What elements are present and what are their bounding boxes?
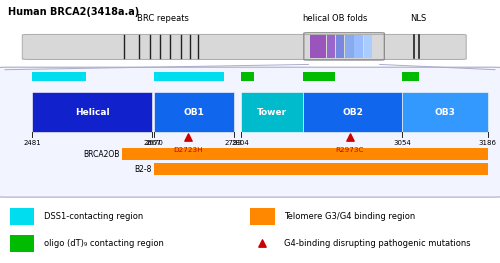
Bar [10,235,34,252]
Bar [402,72,419,81]
Bar [154,72,224,81]
Text: BRC repeats: BRC repeats [136,14,188,23]
Bar [354,35,362,58]
Text: 2793: 2793 [224,140,242,146]
Text: G4-binding disrupting pathogenic mutations: G4-binding disrupting pathogenic mutatio… [284,239,471,248]
Bar [10,208,34,225]
Text: DSS1-contacting region: DSS1-contacting region [44,212,144,221]
FancyBboxPatch shape [0,67,500,197]
Text: oligo (dT)₉ contacting region: oligo (dT)₉ contacting region [44,239,164,248]
Bar [310,35,326,58]
Bar [327,35,335,58]
Bar [345,35,354,58]
Point [258,241,266,246]
Bar [154,163,488,175]
Bar [240,92,303,132]
Text: OB3: OB3 [434,108,456,117]
Text: D2723H: D2723H [174,147,203,153]
Bar [122,148,488,160]
FancyBboxPatch shape [22,34,466,59]
Bar [32,92,152,132]
Bar [336,35,344,58]
Bar [303,72,335,81]
Bar [303,92,402,132]
Text: Tower: Tower [256,108,287,117]
Text: Helical: Helical [75,108,110,117]
Text: 2667: 2667 [143,140,161,146]
Bar [154,92,234,132]
Text: Telomere G3/G4 binding region: Telomere G3/G4 binding region [284,212,416,221]
Point [346,135,354,139]
Bar [32,72,86,81]
Text: 2804: 2804 [232,140,250,146]
Text: helical: helical [302,14,330,23]
Text: OB1: OB1 [184,108,204,117]
Text: BRCA2OB: BRCA2OB [83,150,120,159]
Text: NLS: NLS [410,14,426,23]
Text: 2481: 2481 [23,140,41,146]
Bar [250,208,274,225]
Text: 2670: 2670 [145,140,163,146]
Bar [364,35,372,58]
Text: R2973C: R2973C [336,147,364,153]
Text: OB2: OB2 [342,108,363,117]
Bar [402,92,488,132]
Point [184,135,192,139]
Text: Human BRCA2(3418a.a): Human BRCA2(3418a.a) [8,7,139,17]
Text: OB folds: OB folds [332,14,368,23]
Text: 3054: 3054 [394,140,411,146]
Text: 3186: 3186 [478,140,496,146]
Text: B2-8: B2-8 [134,165,152,174]
Bar [240,72,254,81]
